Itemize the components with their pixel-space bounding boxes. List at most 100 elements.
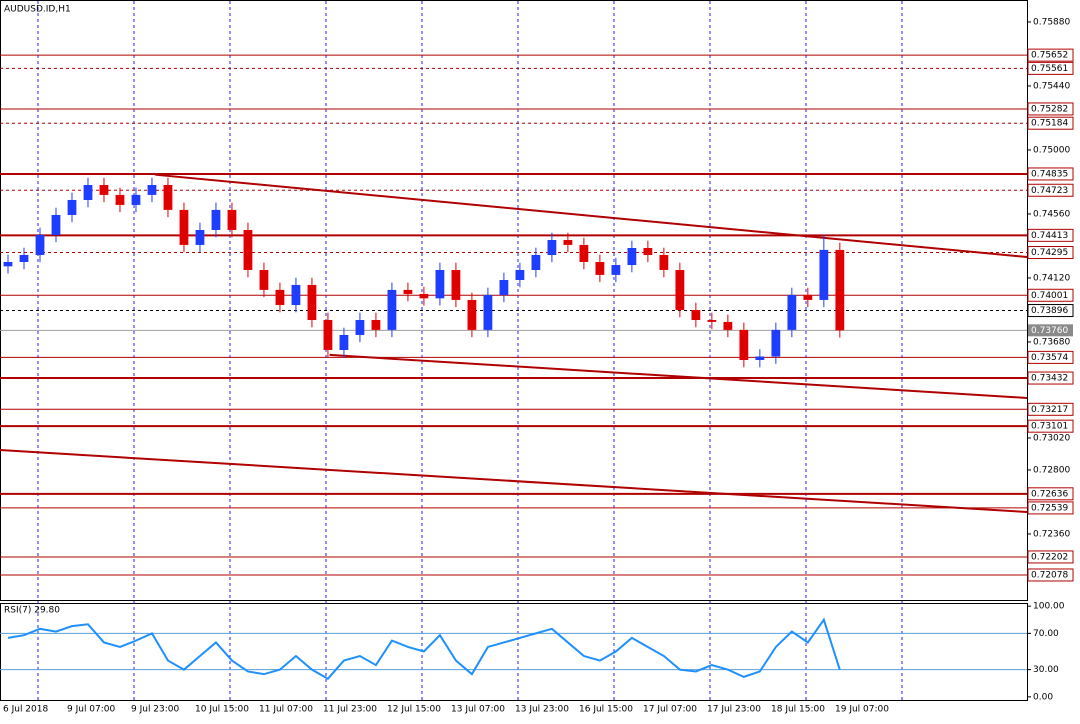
candle-body [595, 261, 605, 275]
current-price-box [1028, 324, 1073, 337]
level-label-box [1027, 550, 1074, 564]
x-tick-label: 11 Jul 07:00 [259, 705, 313, 715]
candle-body [243, 229, 253, 270]
level-label: 0.73101 [1031, 422, 1068, 432]
candle-body [323, 320, 333, 350]
candle-body [403, 289, 413, 294]
rsi-panel [0, 603, 1028, 701]
candle-body [83, 185, 93, 200]
level-label: 0.74835 [1031, 169, 1068, 179]
level-label-box [1027, 183, 1074, 197]
x-tick-label: 11 Jul 23:00 [323, 705, 377, 715]
candle-body [19, 254, 29, 262]
candle-body [387, 289, 397, 330]
level-label: 0.73574 [1031, 353, 1068, 363]
candle-body [803, 294, 813, 300]
trendline [329, 353, 1028, 399]
y-tick-label: 70.00 [1033, 629, 1059, 639]
level-label: 0.73432 [1031, 374, 1068, 384]
level-label-box [1027, 487, 1074, 501]
candle-body [51, 214, 61, 235]
y-tick-label: 0.73680 [1033, 337, 1070, 347]
candle-body [515, 269, 525, 280]
candle-body [531, 254, 541, 270]
candle-body [579, 244, 589, 262]
level-label: 0.72539 [1031, 503, 1068, 513]
level-label-box [1027, 501, 1074, 515]
candle-body [467, 299, 477, 330]
candle-body [67, 200, 77, 215]
current-price-label: 0.73760 [1031, 326, 1068, 336]
trendline [155, 173, 1028, 259]
candle-body [259, 269, 269, 290]
y-tick-label: 0.75000 [1033, 145, 1070, 155]
candle-body [291, 284, 301, 306]
candle-body [435, 269, 445, 299]
rsi-line [7, 617, 841, 680]
candle-body [275, 289, 285, 306]
level-label-box [1027, 48, 1074, 62]
candle-body [675, 269, 685, 310]
level-label: 0.75282 [1031, 104, 1068, 114]
x-tick-label: 6 Jul 2018 [3, 705, 48, 715]
x-tick-label: 10 Jul 15:00 [195, 705, 249, 715]
y-tick-label: 0.74120 [1033, 273, 1070, 283]
level-label-box [1027, 304, 1074, 318]
vertical-grid [37, 1, 903, 700]
level-label: 0.72636 [1031, 489, 1068, 499]
candle-body [451, 269, 461, 300]
level-label-box [1027, 228, 1074, 242]
candle-body [483, 294, 493, 330]
candle-body [787, 294, 797, 330]
x-tick-label: 19 Jul 07:00 [835, 705, 889, 715]
y-tick-label: 100.00 [1033, 602, 1065, 612]
y-tick-label: 0.00 [1033, 692, 1053, 702]
level-label-box [1027, 350, 1074, 364]
candle-body [307, 284, 317, 320]
candle-body [659, 254, 669, 270]
candle-body [115, 194, 125, 205]
candle-body [419, 293, 429, 299]
candle-body [739, 329, 749, 360]
level-label-box [1027, 167, 1074, 181]
y-tick-label: 30.00 [1033, 665, 1059, 675]
candle-body [723, 321, 733, 330]
level-label: 0.72202 [1031, 552, 1068, 562]
level-label: 0.74001 [1031, 291, 1068, 301]
x-tick-label: 9 Jul 07:00 [67, 705, 116, 715]
rsi-title: RSI(7) 29.80 [4, 606, 60, 616]
x-tick-label: 9 Jul 23:00 [131, 705, 180, 715]
candle-body [755, 356, 765, 360]
candle-body [147, 185, 157, 195]
candle-body [819, 249, 829, 300]
candle-body [563, 240, 573, 245]
candle-body [195, 229, 205, 245]
candle-body [3, 261, 13, 267]
level-label: 0.75561 [1031, 64, 1068, 74]
level-label: 0.75184 [1031, 119, 1068, 129]
level-label-box [1027, 102, 1074, 116]
level-label-box [1027, 288, 1074, 302]
level-label-box [1027, 116, 1074, 130]
candle-body [355, 320, 365, 335]
candle-body [643, 248, 653, 255]
level-label: 0.73217 [1031, 405, 1068, 415]
candle-body [611, 265, 621, 275]
candle-body [771, 329, 781, 357]
trendline [0, 449, 1028, 513]
candle-body [707, 320, 717, 322]
candle-body [211, 209, 221, 230]
candle-body [131, 194, 141, 205]
x-tick-label: 13 Jul 23:00 [515, 705, 569, 715]
level-label-box [1027, 419, 1074, 433]
candle-body [99, 185, 109, 195]
level-label: 0.74413 [1031, 231, 1068, 241]
x-tick-label: 16 Jul 15:00 [579, 705, 633, 715]
x-tick-label: 17 Jul 23:00 [707, 705, 761, 715]
candle-body [547, 240, 557, 255]
level-label-box [1027, 371, 1074, 385]
level-label-box [1027, 246, 1074, 260]
y-tick-label: 0.73020 [1033, 433, 1070, 443]
candle-body [35, 234, 45, 255]
chart-title: AUDUSD.ID,H1 [4, 5, 71, 15]
